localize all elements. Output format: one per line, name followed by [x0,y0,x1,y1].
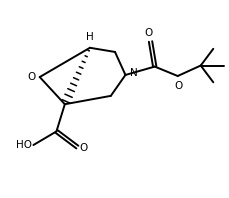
Text: N: N [129,68,137,78]
Text: HO: HO [16,140,32,150]
Text: O: O [144,28,152,38]
Text: H: H [86,31,93,42]
Text: O: O [173,81,181,91]
Text: O: O [79,143,88,153]
Text: O: O [27,72,35,82]
